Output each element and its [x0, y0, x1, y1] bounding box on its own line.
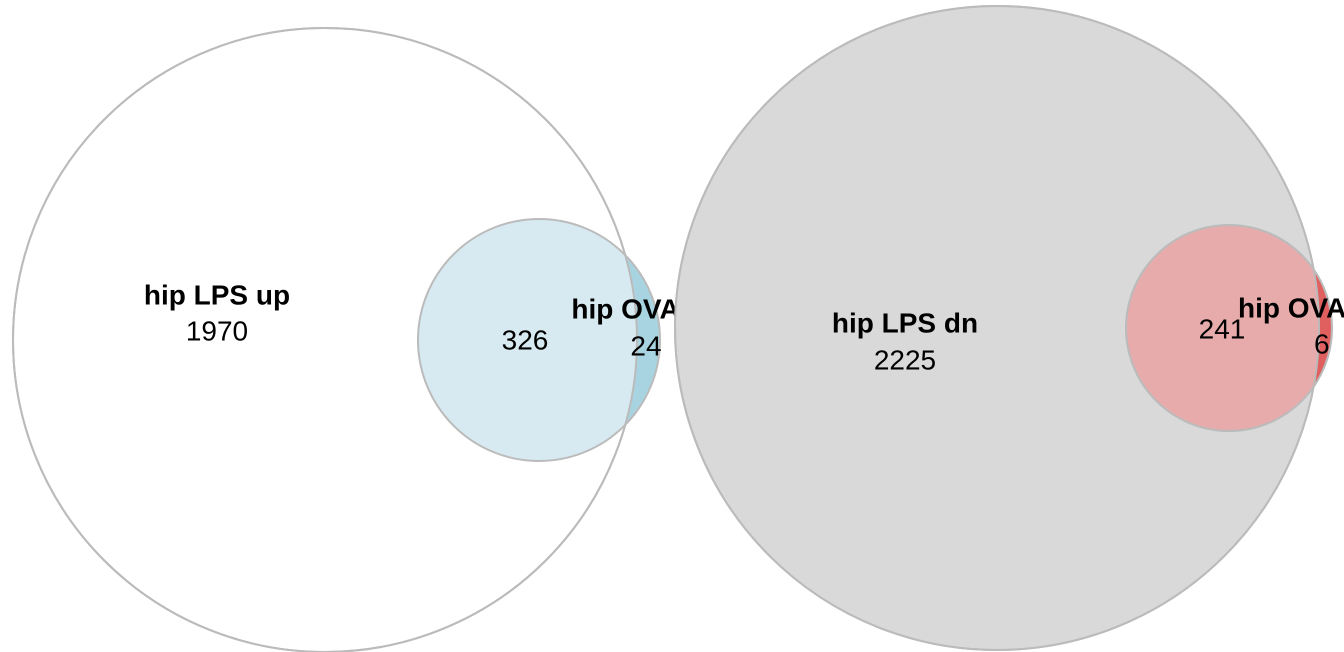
set-only-region	[418, 219, 660, 461]
set-outline	[674, 5, 1320, 651]
set-count: 2225	[874, 344, 936, 375]
set-outline	[12, 27, 638, 652]
set-count: 1970	[186, 315, 248, 346]
set-label: hip LPS up	[144, 279, 290, 310]
venn-2: hip LPS dn 2225 241 hip OVA dn 6	[674, 5, 1344, 651]
set-count: 24	[630, 330, 661, 361]
set-circle	[417, 218, 661, 462]
intersection-count: 326	[502, 324, 549, 355]
set-count: 6	[1314, 328, 1330, 359]
set-only-region	[1126, 225, 1332, 431]
venn-1: hip LPS up 1970 326 hip OVA up 24	[12, 27, 721, 652]
set-circle	[1125, 224, 1333, 432]
intersection-count: 241	[1199, 313, 1246, 344]
set-label: hip OVA dn	[1238, 292, 1344, 323]
set-label: hip LPS dn	[832, 307, 978, 338]
